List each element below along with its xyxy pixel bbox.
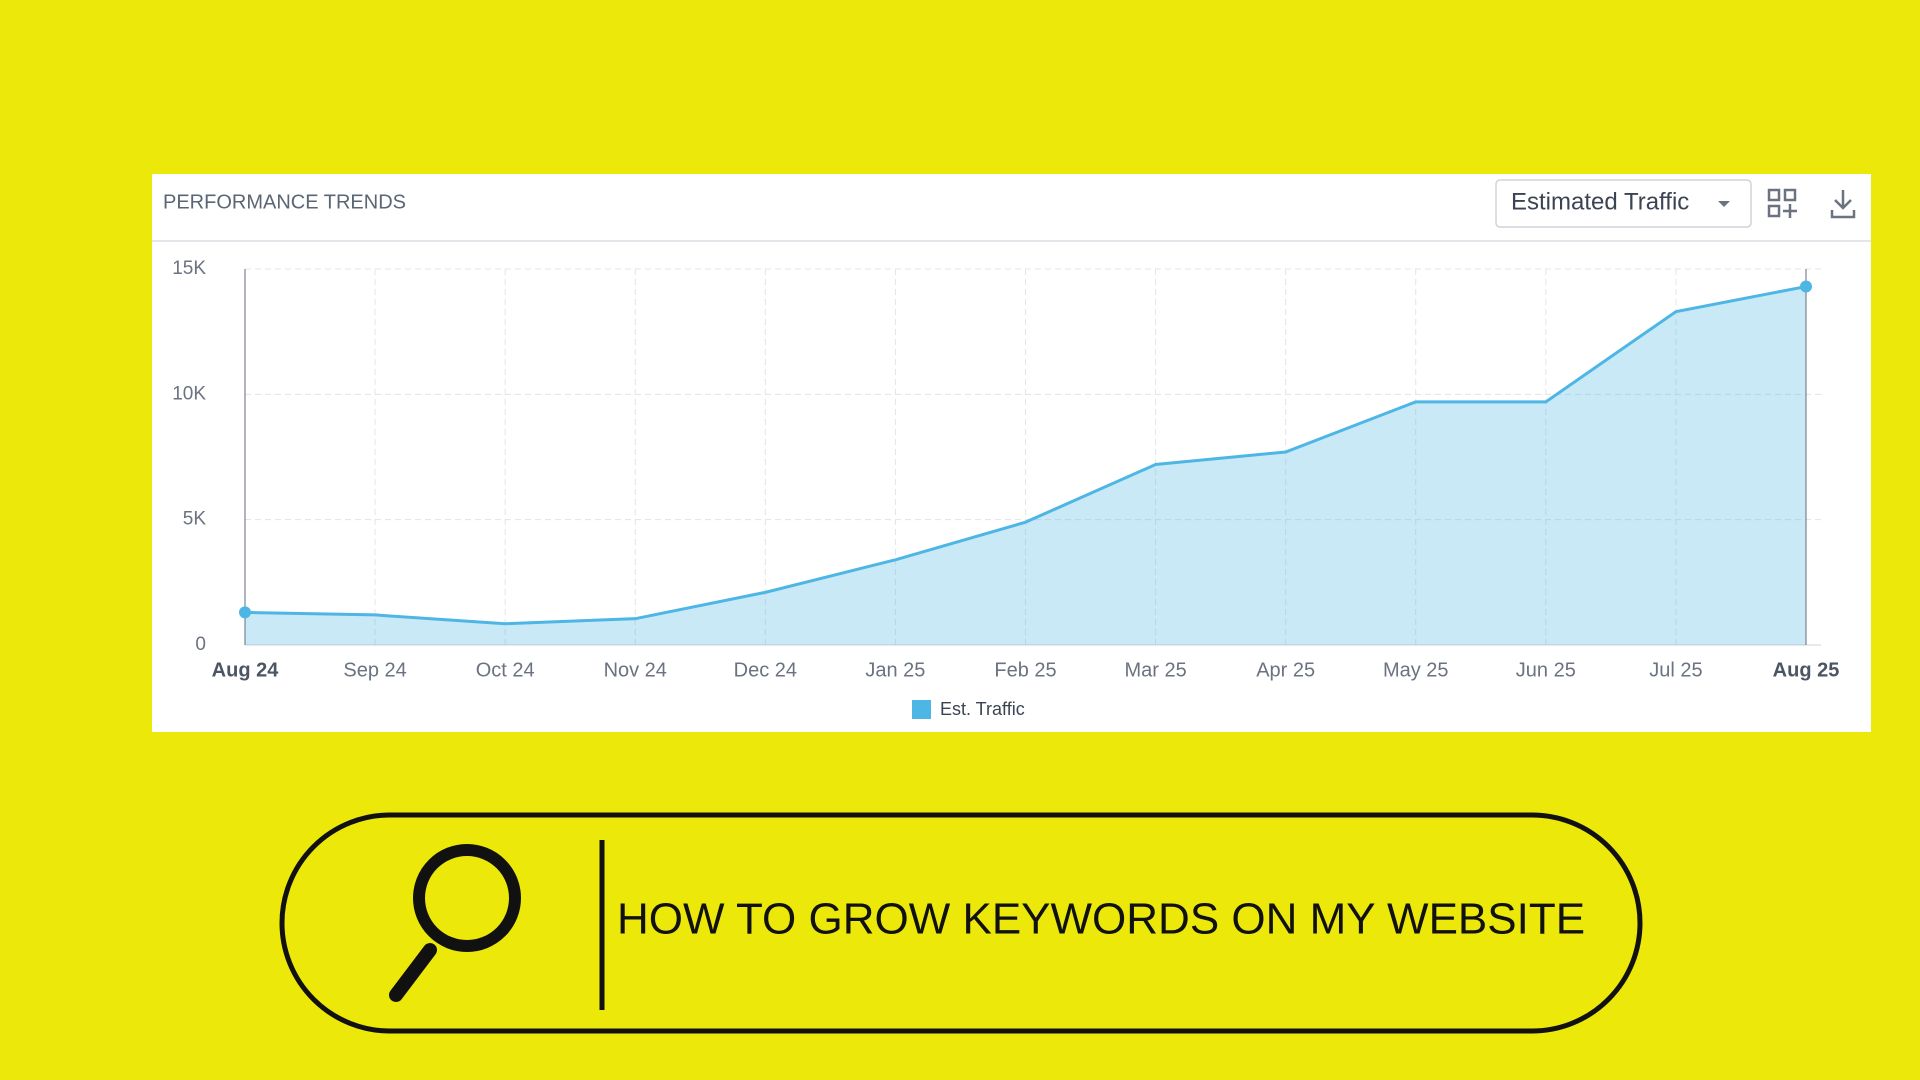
x-tick-label: Nov 24	[604, 659, 667, 681]
search-icon	[413, 844, 521, 952]
x-tick-label: Jun 25	[1516, 659, 1576, 681]
search-pill[interactable]	[279, 812, 1643, 1034]
y-tick-label: 5K	[183, 509, 207, 530]
dropdown-caret	[1718, 201, 1730, 207]
search-icon-handle	[389, 943, 437, 1002]
x-tick-label: Jul 25	[1649, 659, 1702, 681]
line	[244, 285, 1807, 626]
dropdown-box[interactable]	[1495, 179, 1752, 228]
x-tick-label: Apr 25	[1256, 659, 1315, 681]
add-widget-button[interactable]	[1767, 188, 1797, 218]
area	[245, 286, 1806, 645]
legend-swatch	[912, 700, 931, 719]
download-button[interactable]	[1830, 190, 1856, 219]
x-tick-label: Mar 25	[1124, 659, 1186, 681]
point	[239, 606, 251, 619]
x-tick-label: Aug 25	[1773, 659, 1840, 681]
x-tick-label: Feb 25	[994, 659, 1056, 681]
y-tick-label: 10K	[172, 383, 206, 404]
y-tick-label: 0	[195, 634, 206, 655]
panel-title: PERFORMANCE TRENDS	[163, 191, 406, 213]
search-bar[interactable]: HOW TO GROW KEYWORDS ON MY WEBSITE	[279, 812, 1643, 1034]
x-tick-label: May 25	[1383, 659, 1449, 681]
x-tick-label: Oct 24	[476, 659, 535, 681]
point	[1800, 280, 1812, 293]
dropdown-label[interactable]: Estimated Traffic	[1511, 188, 1689, 215]
x-tick-label: Aug 24	[212, 659, 280, 681]
metric-dropdown[interactable]: Estimated Traffic	[1495, 179, 1752, 228]
x-tick-label: Dec 24	[734, 659, 797, 681]
panel	[152, 174, 1871, 732]
legend-label: Est. Traffic	[940, 699, 1025, 719]
search-query: HOW TO GROW KEYWORDS ON MY WEBSITE	[617, 895, 1585, 944]
x-tick-label: Jan 25	[865, 659, 925, 681]
x-tick-label: Sep 24	[343, 659, 406, 681]
y-tick-label: 15K	[172, 258, 206, 279]
